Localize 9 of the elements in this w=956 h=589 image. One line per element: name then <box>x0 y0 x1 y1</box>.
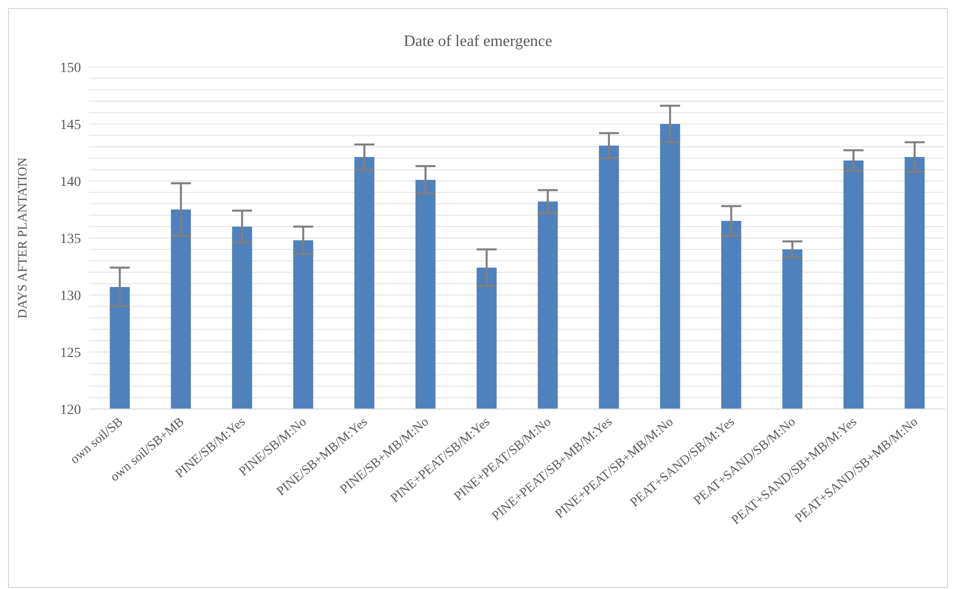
y-tick-label: 140 <box>60 174 81 190</box>
y-tick-label: 125 <box>60 346 81 361</box>
chart-title: Date of leaf emergence <box>402 33 554 52</box>
y-tick-label: 135 <box>60 232 81 247</box>
y-axis-title: DAYS AFTER PLANTATION <box>14 156 30 318</box>
y-tick-label: 150 <box>60 60 81 76</box>
y-tick-label: 145 <box>60 118 81 133</box>
y-tick-label: 130 <box>60 288 81 304</box>
y-tick-label: 120 <box>60 402 81 418</box>
